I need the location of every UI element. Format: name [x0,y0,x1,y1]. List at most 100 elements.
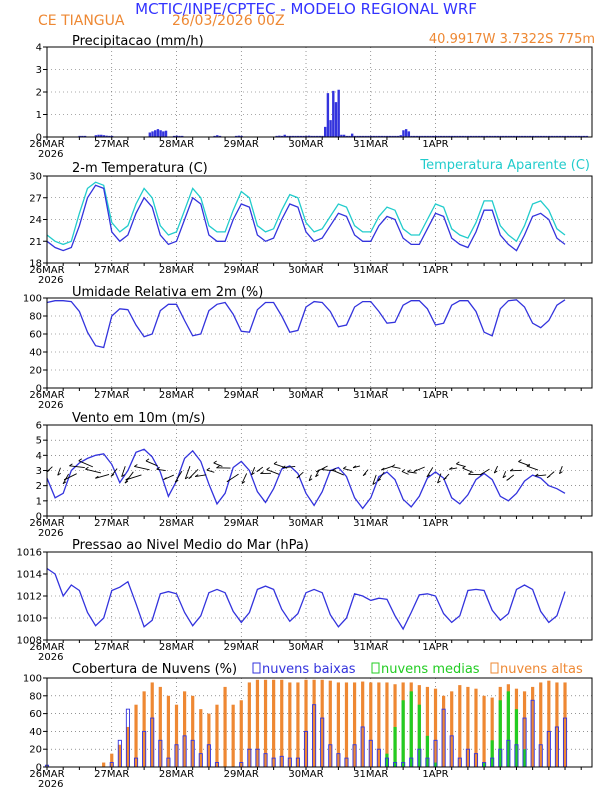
year-label: 2026 [38,400,63,411]
precip-bar [394,135,397,137]
x-tick-label: 27MAR [94,769,129,780]
precip-bar [415,135,419,137]
x-tick-label: 1APR [422,139,448,150]
nuvens-altas-bar [231,704,235,767]
wind-arrowhead [57,472,61,476]
wind-arrow [449,467,458,470]
wind-arrowhead [468,471,472,475]
nuvens-medias-bar [433,762,438,767]
nuvens-altas-bar [166,695,171,767]
precip-bar [515,135,518,137]
nuvens-altas-bar [263,679,268,767]
precip-bar [550,135,554,137]
wind-arrow [377,471,385,482]
nuvens-medias-bar [409,691,413,767]
precip-bar [537,135,540,137]
x-tick-label: 26MAR [29,642,64,653]
precip-bar [218,135,222,137]
wind-arrowhead [343,466,347,469]
nuvens-altas-bar [352,682,357,767]
press-panel: 1008 1010 1012 1014 1016 26MAR 27MAR 28MAR 29MAR… [17,538,593,663]
precip-bar [110,135,114,137]
legend-box-baixas [252,662,261,674]
wind-arrowhead [401,469,406,472]
nuvens-altas-bar [377,682,381,767]
nuvens-altas-bar [328,680,332,767]
precip-bar [359,135,362,137]
y-tick-label: 0 [36,763,42,774]
precip-bar [396,135,400,137]
precip-bar [502,135,505,137]
y-tick-label: 1016 [17,548,42,559]
x-tick-label: 27MAR [94,139,129,150]
x-tick-label: 27MAR [94,390,129,401]
precip-bar [583,135,586,137]
precip-bar [426,135,429,137]
wind-arrow [110,468,118,477]
year-label: 2026 [38,652,63,663]
wind-arrow [308,474,312,481]
x-tick-label: 28MAR [159,769,194,780]
precip-bar [305,135,308,137]
y-tick-label: 1 [36,110,42,121]
precip-bar [499,135,502,137]
nuvens-altas-bar [215,704,219,767]
precip-bar [512,135,516,137]
y-tick-label: 100 [23,674,42,685]
precip-bar [364,135,367,137]
wind-arrow [456,463,466,468]
precip-bar [475,135,478,137]
precip-bar [421,135,424,137]
precip-bar [151,131,154,137]
precip-bar [178,135,181,137]
precip-bar [102,135,106,137]
wind-arrowhead [449,466,453,470]
wind-arrowhead [185,476,189,480]
x-tick-label: 28MAR [159,139,194,150]
wind-arrowhead [163,477,167,481]
precip-bar [491,135,494,137]
y-tick-label: 24 [29,215,42,226]
wind-arrow [95,474,110,479]
wind-arrow [381,465,393,471]
precip-bar [547,135,551,137]
precip-bar [105,135,108,137]
x-tick-label: 1APR [422,390,448,401]
precip-bar [345,135,348,137]
nuvens-altas-bar [150,682,154,767]
y-tick-label: 80 [29,312,42,323]
wind-arrow [437,473,442,484]
precip-bar [545,135,548,137]
wind-arrow [266,469,280,475]
precip-bar [321,135,324,137]
header-run: 26/03/2026 00Z [172,13,285,29]
wind-arrowhead [443,477,447,481]
precip-bar [367,135,370,137]
wind-arrowhead [534,473,539,477]
wind-arrow [502,471,507,478]
precip-bar [283,134,286,137]
panel-title: 2-m Temperatura (C) [72,161,208,176]
x-tick-label: 30MAR [288,265,323,276]
nuvens-altas-bar [247,682,251,767]
legend-box-altas [490,662,499,674]
x-tick-label: 28MAR [159,390,194,401]
y-tick-label: 60 [29,709,42,720]
x-tick-label: 31MAR [353,769,388,780]
precip-bar [175,135,179,137]
wind-arrowhead [391,464,396,468]
precip-bar [154,130,157,137]
precip-bar [391,135,394,137]
precip-bar [518,135,521,137]
precip-bar [156,129,160,137]
y-tick-label: 1014 [17,570,42,581]
nuvens-altas-bar [336,682,340,767]
panel-title: Umidade Relativa em 2m (%) [72,285,263,300]
precip-bar [585,135,589,137]
wind-arrow [493,465,498,474]
nuvens-altas-bar [280,679,284,767]
precip-bar [164,130,168,137]
wind-arrowhead [407,469,411,473]
precip-bar [407,131,411,137]
